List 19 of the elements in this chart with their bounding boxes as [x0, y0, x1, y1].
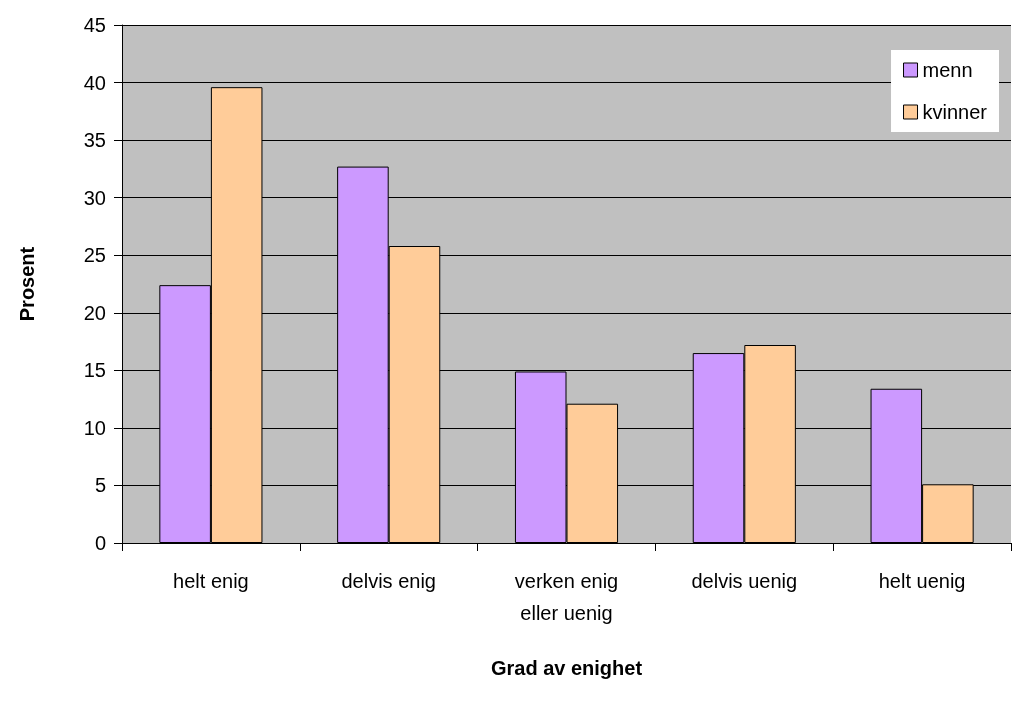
y-tick-label: 25	[83, 244, 106, 267]
y-axis-title: Prosent	[16, 246, 38, 322]
y-tick-label: 20	[83, 301, 106, 324]
y-tick-label: 40	[83, 71, 106, 94]
legend-label: menn	[922, 59, 973, 81]
x-tick-label: delvis uenig	[691, 570, 798, 592]
y-tick-label: 30	[83, 186, 106, 209]
legend-label: kvinner	[922, 101, 988, 123]
x-axis-title: Grad av enighet	[490, 657, 643, 679]
y-tick-label: 35	[83, 129, 106, 152]
x-tick-label: delvis enig	[341, 570, 436, 592]
x-tick-label: verken enig eller uenig	[514, 570, 619, 624]
y-tick-label: 0	[94, 532, 106, 554]
y-tick-label: 15	[83, 359, 106, 382]
y-tick-label: 45	[83, 14, 106, 36]
x-tick-label: helt enig	[173, 570, 249, 592]
x-tick-label: helt uenig	[878, 570, 966, 592]
y-tick-label: 5	[94, 474, 106, 497]
y-tick-label: 10	[83, 416, 106, 439]
